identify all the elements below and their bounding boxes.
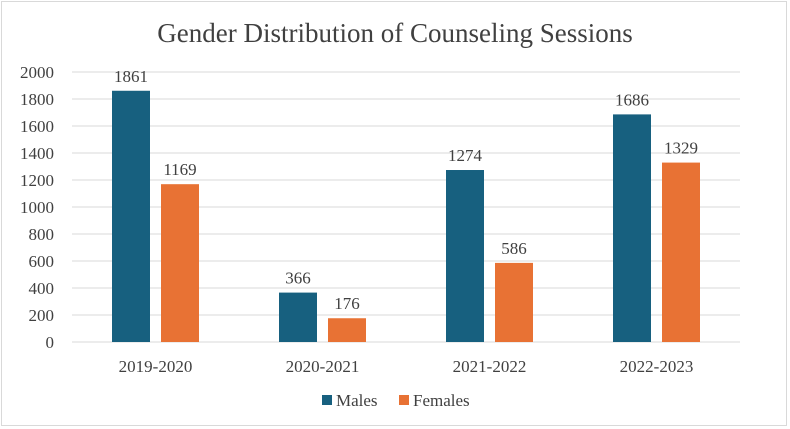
legend-swatch-males	[322, 395, 332, 405]
legend-label-females: Females	[413, 391, 470, 410]
y-axis-ticks: 0 200 400 600 800 1000 1200 1400 1600 1800 2000	[20, 63, 54, 352]
bar-males	[613, 114, 651, 342]
x-tick-label: 2020-2021	[286, 357, 360, 376]
bar-females	[328, 318, 366, 342]
x-axis-ticks: 2019-2020 2020-2021 2021-2022 2022-2023	[119, 357, 694, 376]
y-tick-label: 1600	[20, 117, 54, 136]
y-tick-label: 2000	[20, 63, 54, 82]
data-label: 1329	[664, 139, 698, 158]
y-tick-label: 1200	[20, 171, 54, 190]
y-tick-label: 1800	[20, 90, 54, 109]
data-label: 176	[334, 294, 360, 313]
bar-males	[112, 90, 150, 342]
y-tick-label: 600	[29, 252, 55, 271]
x-tick-label: 2019-2020	[119, 357, 193, 376]
bar-males	[446, 170, 484, 342]
bars: 1861 1169 366 176 1274 586 1686 1329	[112, 67, 700, 342]
data-label: 1274	[448, 146, 483, 165]
chart-title: Gender Distribution of Counseling Sessio…	[157, 18, 632, 48]
data-label: 1861	[114, 67, 148, 86]
bar-females	[161, 184, 199, 342]
bar-females	[662, 162, 700, 342]
legend: Males Females	[322, 391, 470, 410]
y-tick-label: 400	[29, 279, 55, 298]
x-tick-label: 2021-2022	[453, 357, 527, 376]
y-tick-label: 0	[46, 333, 55, 352]
y-tick-label: 800	[29, 225, 55, 244]
x-tick-label: 2022-2023	[620, 357, 694, 376]
data-label: 366	[285, 269, 311, 288]
data-label: 1169	[163, 160, 196, 179]
legend-label-males: Males	[336, 391, 378, 410]
legend-swatch-females	[399, 395, 409, 405]
y-tick-label: 200	[29, 306, 55, 325]
y-tick-label: 1000	[20, 198, 54, 217]
data-label: 1686	[615, 90, 649, 109]
bar-females	[495, 262, 533, 342]
y-tick-label: 1400	[20, 144, 54, 163]
bar-males	[279, 292, 317, 342]
data-label: 586	[501, 239, 527, 258]
